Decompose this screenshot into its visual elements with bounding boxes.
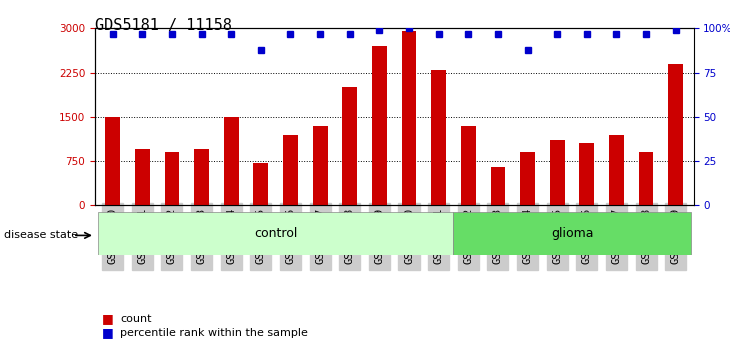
Text: control: control (254, 227, 297, 240)
Text: disease state: disease state (4, 230, 78, 240)
FancyBboxPatch shape (98, 212, 453, 255)
Bar (491, 167, 505, 205)
Bar (135, 149, 150, 205)
Bar (431, 70, 446, 205)
Bar (372, 46, 387, 205)
Bar (164, 152, 180, 205)
Text: count: count (120, 314, 152, 324)
Bar (194, 149, 209, 205)
Text: glioma: glioma (550, 227, 593, 240)
Bar (520, 152, 535, 205)
Bar (283, 135, 298, 205)
Bar (105, 117, 120, 205)
Bar (580, 143, 594, 205)
Text: ■: ■ (102, 326, 114, 339)
Bar (609, 135, 624, 205)
Bar (402, 31, 416, 205)
Bar (668, 64, 683, 205)
Bar (639, 152, 653, 205)
Text: percentile rank within the sample: percentile rank within the sample (120, 328, 308, 338)
FancyBboxPatch shape (453, 212, 691, 255)
Bar (461, 126, 476, 205)
Bar (253, 163, 268, 205)
Bar (342, 87, 357, 205)
Bar (224, 117, 239, 205)
Bar (312, 126, 328, 205)
Text: GDS5181 / 11158: GDS5181 / 11158 (95, 18, 232, 33)
Bar (550, 141, 564, 205)
Text: ■: ■ (102, 312, 114, 325)
